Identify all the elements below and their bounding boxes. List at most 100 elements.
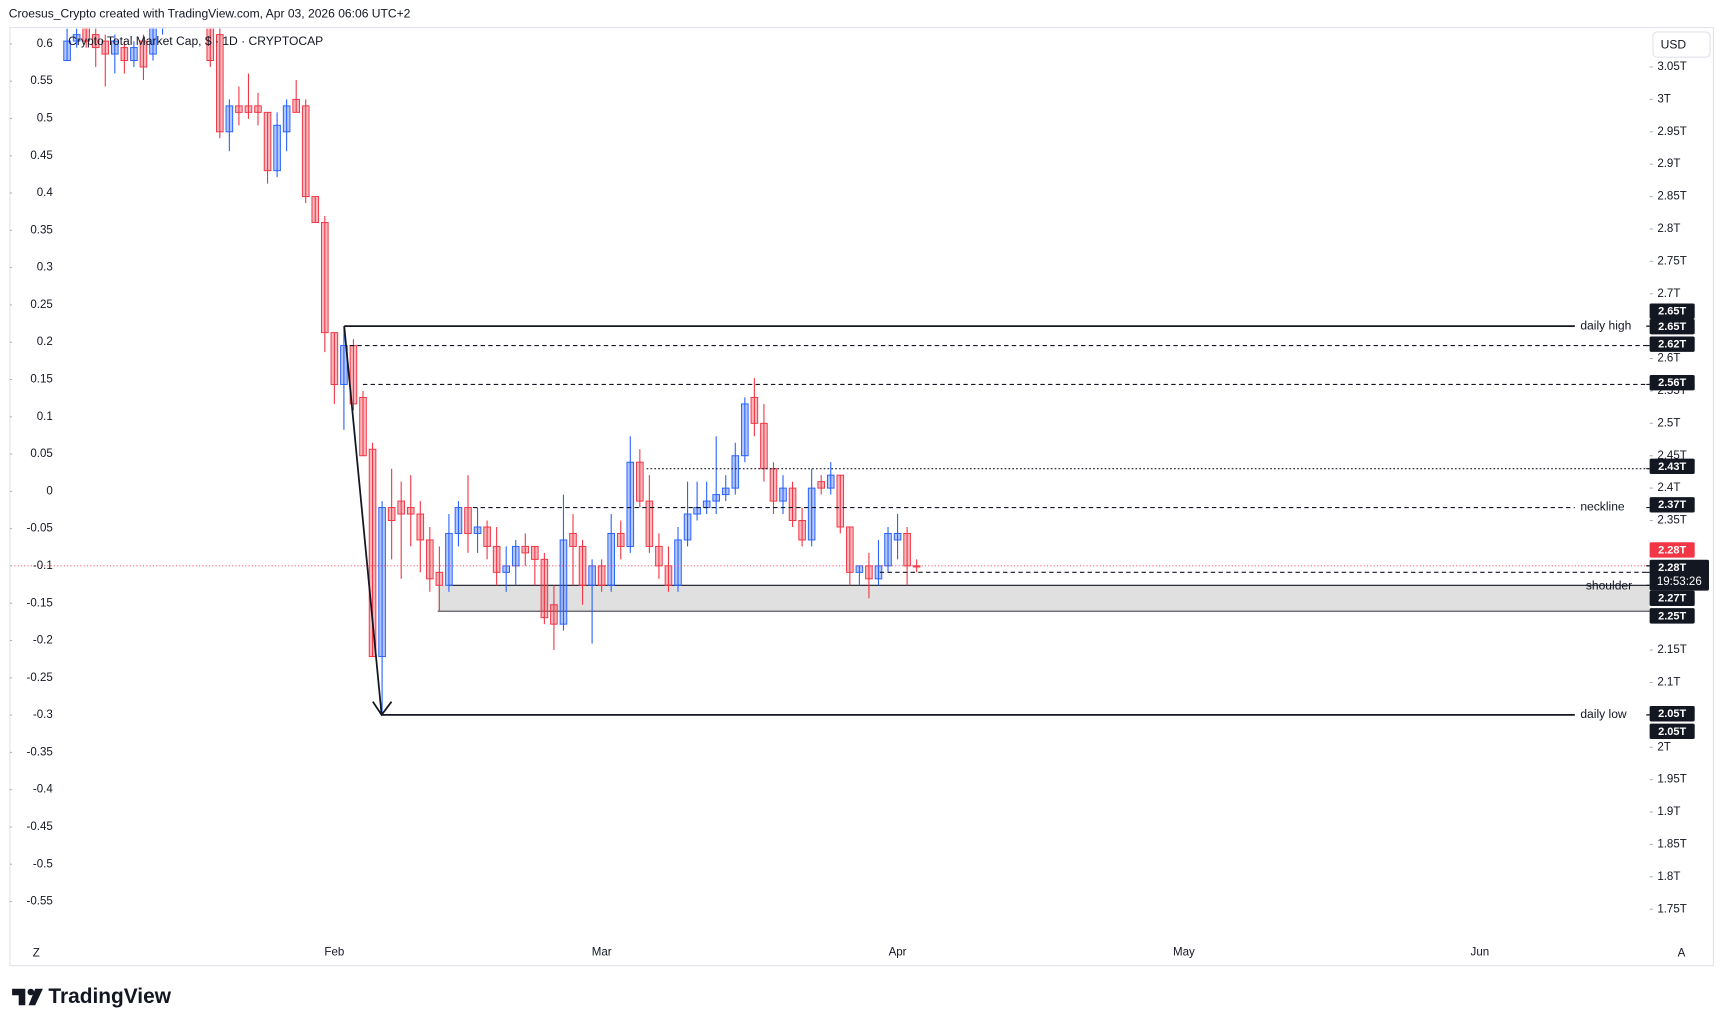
candle-body: [702, 500, 711, 509]
price-label: 2.05T: [1658, 726, 1686, 738]
candle-body: [664, 565, 673, 586]
arrow-head: [372, 701, 393, 717]
candle-body: [359, 396, 367, 457]
y2-tick-label: -0.05: [26, 523, 52, 535]
candle-body: [416, 513, 425, 541]
currency-button[interactable]: [1652, 31, 1711, 58]
candle-body: [550, 604, 558, 625]
price-label: 2.43T: [1658, 461, 1686, 473]
y2-tick-label: -0.1: [33, 560, 53, 572]
price-label-box: [1649, 608, 1695, 624]
y2-tick-label: 0.35: [30, 224, 52, 236]
zone-label: shoulder: [1586, 579, 1632, 593]
candle-body: [406, 507, 415, 515]
scale-button[interactable]: Z: [33, 948, 40, 960]
y-tick-label: 1.85T: [1657, 838, 1686, 850]
candle-body: [91, 34, 100, 49]
candle-body: [292, 98, 300, 113]
y2-tick-label: -0.45: [26, 821, 52, 833]
candle-body: [645, 500, 654, 547]
candle-body: [836, 474, 845, 528]
countdown: 19:53:26: [1657, 576, 1702, 588]
level-label: neckline: [1580, 500, 1625, 514]
candle-body: [330, 332, 339, 385]
y-tick-label: 2.6T: [1657, 353, 1680, 365]
candle-body: [378, 507, 386, 658]
y-tick-label: 2.15T: [1657, 644, 1686, 656]
candle-body: [693, 507, 701, 515]
price-label-box: [1649, 706, 1695, 722]
candle-body: [769, 468, 778, 502]
candle-body: [244, 105, 253, 113]
candle-body: [788, 487, 797, 522]
price-label: 2.05T: [1658, 708, 1686, 720]
y2-tick-label: 0.05: [30, 448, 52, 460]
x-tick-label: Apr: [889, 946, 907, 958]
price-label-box: [1649, 303, 1695, 319]
candle-body: [63, 40, 71, 62]
candle-body: [712, 494, 720, 502]
candle-body: [674, 539, 682, 586]
candle-body: [531, 545, 539, 560]
candle-body: [464, 507, 472, 534]
price-label: 2.56T: [1658, 377, 1686, 389]
candle-body: [492, 545, 501, 573]
y2-tick-label: -0.2: [33, 635, 53, 647]
y2-tick-label: 0.45: [30, 150, 52, 162]
price-label: 2.37T: [1658, 499, 1686, 511]
candle-body: [397, 500, 405, 515]
candle-body: [903, 532, 911, 567]
y2-tick-label: 0.5: [37, 113, 53, 125]
candle-body: [368, 448, 377, 658]
y2-tick-label: -0.5: [33, 858, 53, 870]
brand-logo: [12, 988, 43, 1006]
y2-tick-label: -0.15: [26, 597, 52, 609]
candle-body: [273, 124, 281, 172]
candle-body: [483, 526, 491, 547]
candle-body: [445, 532, 453, 586]
y2-tick-label: -0.35: [26, 746, 52, 758]
candle-body: [559, 539, 568, 625]
candle-body: [111, 40, 119, 55]
y2-tick-label: -0.25: [26, 672, 52, 684]
chart-frame: [9, 26, 1714, 967]
y-tick-label: 3T: [1657, 93, 1670, 105]
y2-tick-label: 0.15: [30, 374, 52, 386]
candle-body: [254, 105, 262, 113]
candle-body: [502, 565, 510, 573]
y2-tick-label: 0: [46, 485, 52, 497]
y2-tick-label: -0.55: [26, 896, 52, 908]
currency-label[interactable]: USD: [1661, 37, 1687, 51]
y2-tick-label: -0.4: [33, 784, 53, 796]
price-label-box: [1649, 375, 1695, 391]
y2-tick-label: 0.2: [37, 336, 53, 348]
candle-body: [426, 539, 434, 580]
candle-body: [311, 196, 320, 223]
y-tick-label: 2.4T: [1657, 482, 1680, 494]
candle-body: [779, 487, 787, 502]
y-tick-label: 2.95T: [1657, 126, 1686, 138]
candle-body: [511, 545, 520, 567]
y2-tick-label: 0.55: [30, 75, 52, 87]
scale-button[interactable]: A: [1678, 948, 1686, 960]
y-tick-label: 1.75T: [1657, 903, 1686, 915]
y-tick-label: 2.75T: [1657, 255, 1686, 267]
candle-body: [807, 487, 816, 541]
candle-body: [101, 40, 110, 55]
y-tick-label: 1.95T: [1657, 774, 1686, 786]
y2-tick-label: 0.6: [37, 38, 53, 50]
candle-body: [846, 526, 854, 573]
price-label: 2.65T: [1658, 306, 1686, 318]
candle-body: [798, 520, 806, 541]
zone: [437, 585, 1650, 612]
brand-name: TradingView: [48, 985, 171, 1008]
legend-title: Crypto Total Market Cap, $ · 1D · CRYPTO…: [68, 34, 323, 48]
candle-body: [82, 28, 90, 42]
price-label-box: [1649, 542, 1695, 558]
candle-body: [235, 105, 243, 113]
price-label: 2.25T: [1658, 610, 1686, 622]
candle-body: [683, 513, 692, 541]
y-tick-label: 2.85T: [1657, 191, 1686, 203]
candle-body: [597, 565, 606, 586]
